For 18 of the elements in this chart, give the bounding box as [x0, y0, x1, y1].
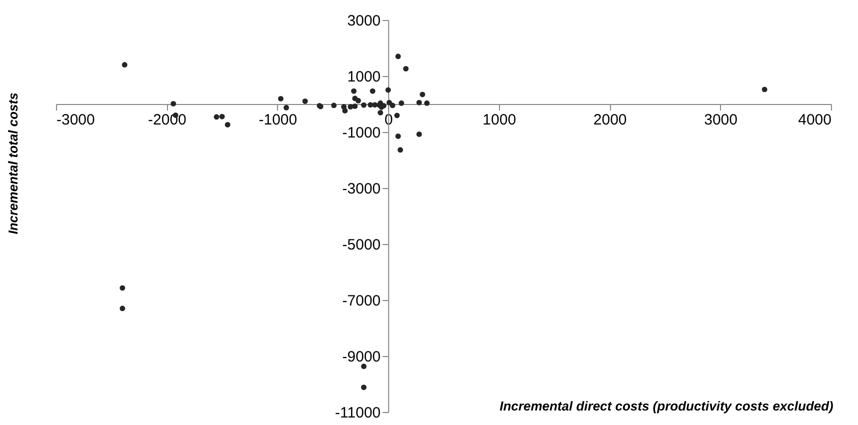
- x-tick-label: -1000: [258, 112, 298, 128]
- x-tick-label: 2000: [593, 112, 627, 128]
- x-axis-title: Incremental direct costs (productivity costs excluded): [500, 398, 834, 414]
- x-tick-label: 0: [384, 112, 393, 128]
- x-tick-label: 1000: [482, 112, 516, 128]
- y-tick-label: -3000: [342, 180, 381, 198]
- y-tick-label: -11000: [335, 404, 381, 422]
- y-tick-label: -9000: [342, 348, 381, 366]
- y-axis-title: Incremental total costs: [6, 92, 20, 234]
- y-tick-label: -7000: [342, 292, 381, 310]
- x-tick-label: 4000: [798, 112, 832, 128]
- y-tick-label: 3000: [347, 12, 381, 30]
- y-tick-label: -5000: [342, 236, 381, 254]
- y-tick-label: 1000: [347, 68, 381, 86]
- x-tick-label: 3000: [704, 112, 738, 128]
- x-tick-label: -2000: [148, 112, 186, 128]
- y-tick-label: -1000: [342, 124, 381, 142]
- x-tick-label: -3000: [56, 112, 95, 128]
